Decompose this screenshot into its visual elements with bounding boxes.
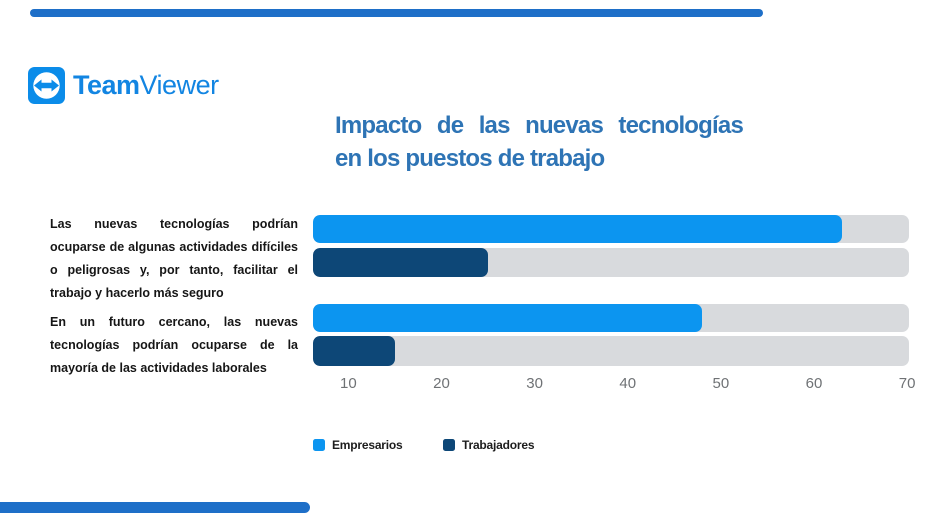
teamviewer-logo-text: Team Viewer xyxy=(73,67,219,104)
logo-text-light: Viewer xyxy=(139,70,220,100)
category-label-1: Las nuevas tecnologías podrían ocuparse … xyxy=(50,217,298,300)
teamviewer-arrow-icon xyxy=(28,67,65,104)
x-axis-tick: 20 xyxy=(433,375,450,392)
chart-title-line2: en los puestos de trabajo xyxy=(335,145,605,172)
bar-track-empresarios-2 xyxy=(313,304,909,332)
logo-text-bold: Team xyxy=(73,70,140,100)
bar-track-trabajadores-1 xyxy=(313,248,909,277)
legend-swatch-empresarios xyxy=(313,439,325,451)
x-axis-tick: 50 xyxy=(712,375,730,392)
bar-empresarios-1 xyxy=(313,215,842,243)
bar-track-trabajadores-2 xyxy=(313,336,909,366)
top-accent-bar xyxy=(30,9,763,17)
legend-item-empresarios: Empresarios xyxy=(313,438,403,452)
bar-track-empresarios-1 xyxy=(313,215,909,243)
teamviewer-logo: Team Viewer xyxy=(28,67,219,104)
legend-label-empresarios: Empresarios xyxy=(332,438,403,452)
x-axis-tick: 60 xyxy=(805,375,823,392)
bottom-accent-bar xyxy=(0,502,310,513)
x-axis-tick: 10 xyxy=(340,375,357,392)
legend-swatch-trabajadores xyxy=(443,439,455,451)
chart-title: Impacto de las nuevas tecnologías en los… xyxy=(335,109,744,175)
bar-empresarios-2 xyxy=(313,304,703,332)
bar-trabajadores-2 xyxy=(313,336,395,366)
x-axis: 10 20 30 40 50 60 70 xyxy=(313,375,915,393)
category-label-2: En un futuro cercano, las nuevas tecnolo… xyxy=(50,315,298,375)
x-axis-tick: 40 xyxy=(619,375,637,392)
x-axis-tick: 30 xyxy=(526,375,543,392)
legend-label-trabajadores: Trabajadores xyxy=(462,438,535,452)
x-axis-tick: 70 xyxy=(898,375,916,392)
chart-title-line1: Impacto de las nuevas tecnologías xyxy=(335,112,744,139)
legend-item-trabajadores: Trabajadores xyxy=(443,438,535,452)
bar-trabajadores-1 xyxy=(313,248,489,277)
